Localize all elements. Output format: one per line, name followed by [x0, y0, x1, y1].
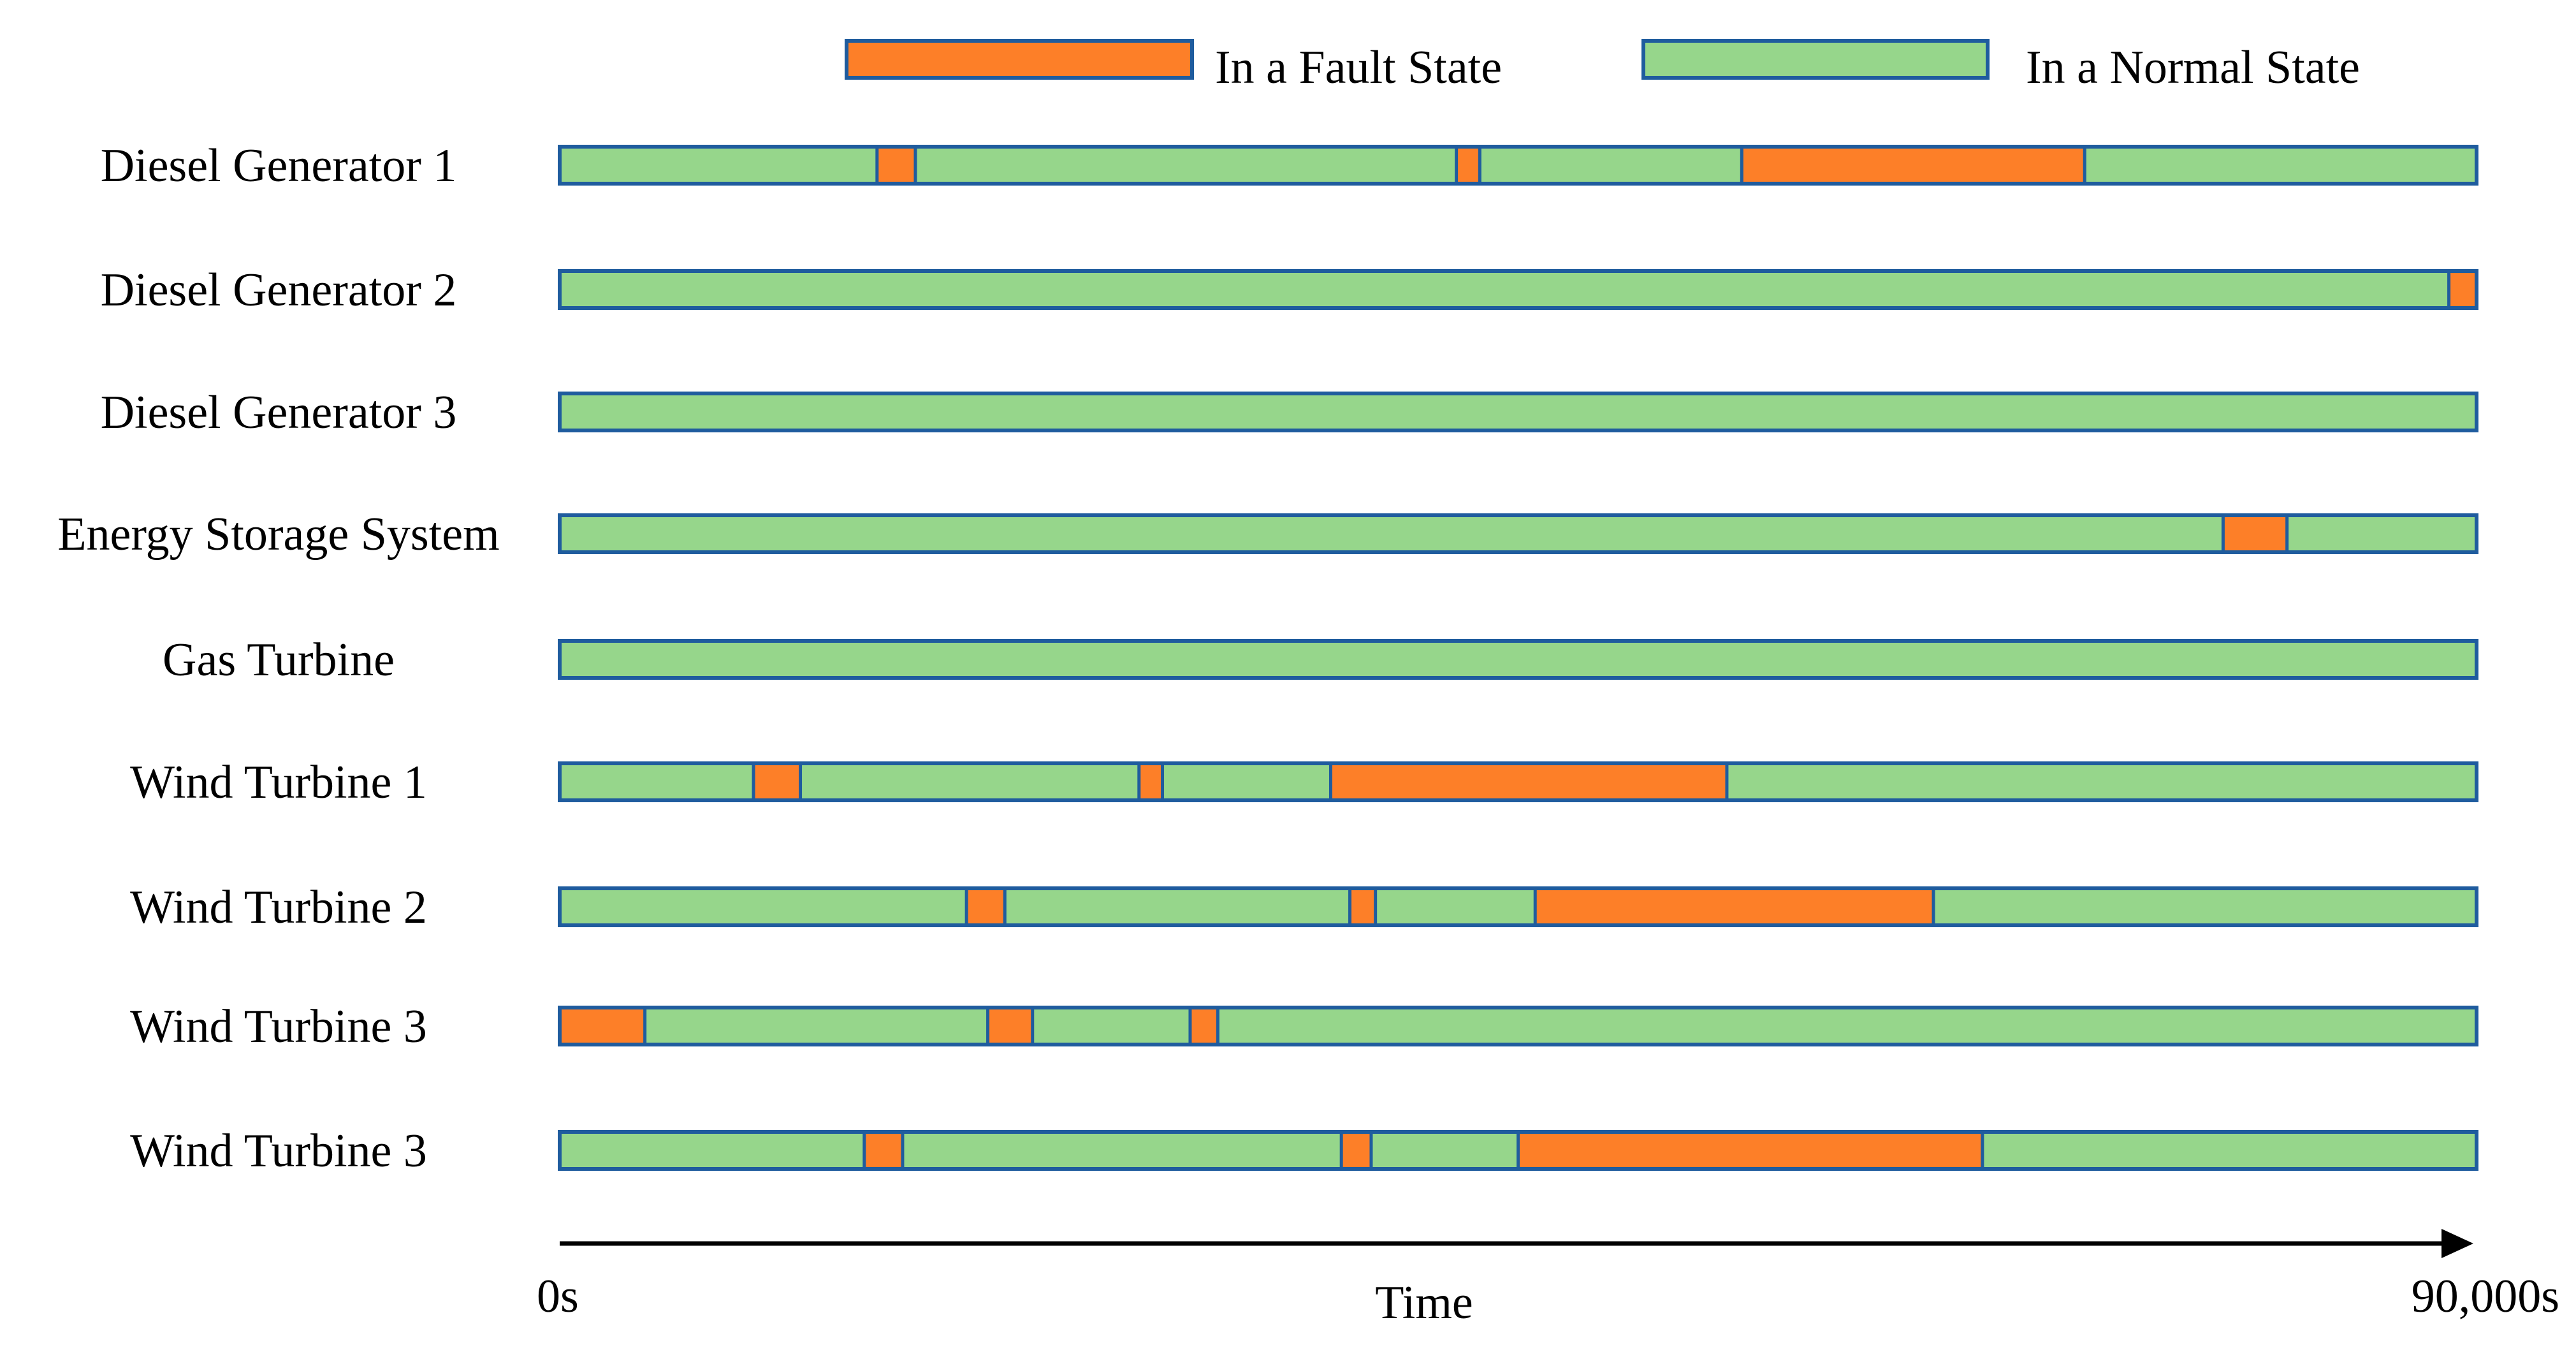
row-label: Wind Turbine 1 [130, 756, 427, 809]
fault-segment [753, 763, 801, 800]
normal-segment [915, 147, 1457, 184]
fault-segment [864, 1132, 903, 1169]
fault-segment [1456, 147, 1480, 184]
timeline-row-wind-turbine-1-6: Wind Turbine 1 [130, 756, 2478, 809]
timeline-row-wind-turbine-3-8: Wind Turbine 3 [130, 1001, 2478, 1053]
normal-segment [1032, 1008, 1190, 1045]
row-bar-outline [558, 392, 2478, 432]
fault-segment [560, 1008, 645, 1045]
fault-segment [1139, 763, 1163, 800]
fault-segment [966, 888, 1005, 925]
normal-segment [1933, 888, 2477, 925]
fault-segment [1330, 763, 1727, 800]
normal-segment [560, 147, 877, 184]
legend-label-normal: In a Normal State [2026, 41, 2360, 94]
normal-segment [1375, 888, 1536, 925]
timeline-row-diesel-generator-3-3: Diesel Generator 3 [101, 386, 2478, 439]
normal-segment [560, 888, 967, 925]
normal-segment [560, 515, 2223, 552]
fault-segment [1518, 1132, 1983, 1169]
row-label: Diesel Generator 3 [101, 386, 457, 439]
normal-segment [560, 393, 2477, 430]
legend: In a Fault State In a Normal State [845, 39, 2360, 94]
normal-segment [1218, 1008, 2477, 1045]
fault-segment [1535, 888, 1934, 925]
axis-end-label: 90,000s [2412, 1270, 2559, 1323]
fault-segment [2223, 515, 2287, 552]
row-label: Wind Turbine 3 [130, 1125, 427, 1177]
row-bar-outline [558, 1130, 2478, 1171]
legend-swatch-normal [1641, 39, 1990, 80]
row-label: Energy Storage System [57, 508, 499, 561]
normal-segment [1480, 147, 1742, 184]
normal-segment [560, 641, 2477, 678]
legend-swatch-fault [845, 39, 1194, 80]
axis-start-label: 0s [537, 1270, 579, 1323]
row-bar-outline [558, 269, 2478, 310]
normal-segment [2085, 147, 2477, 184]
timeline-row-gas-turbine-5: Gas Turbine [163, 634, 2478, 686]
normal-segment [2287, 515, 2477, 552]
row-bar-outline [558, 886, 2478, 927]
normal-segment [1982, 1132, 2477, 1169]
time-axis-arrowhead [2441, 1229, 2473, 1258]
row-bar-outline [558, 1006, 2478, 1046]
normal-segment [560, 763, 754, 800]
fault-segment [1742, 147, 2085, 184]
timeline-row-diesel-generator-1-1: Diesel Generator 1 [101, 140, 2478, 192]
fault-segment [987, 1008, 1033, 1045]
normal-segment [1005, 888, 1350, 925]
legend-label-fault: In a Fault State [1215, 41, 1502, 94]
fault-segment [1350, 888, 1376, 925]
fault-segment [2449, 271, 2477, 308]
normal-segment [902, 1132, 1342, 1169]
row-bar-outline [558, 513, 2478, 554]
timeline-row-wind-turbine-3-9: Wind Turbine 3 [130, 1125, 2478, 1177]
fault-segment [1341, 1132, 1371, 1169]
normal-segment [1162, 763, 1331, 800]
row-bar-outline [558, 639, 2478, 680]
normal-segment [1726, 763, 2477, 800]
normal-segment [560, 271, 2449, 308]
time-axis: 0s Time 90,000s [537, 1229, 2559, 1329]
axis-title: Time [1375, 1277, 1473, 1329]
timeline-rows: Diesel Generator 1 Diesel Generator 2 Dies… [57, 140, 2478, 1177]
row-bar-outline [558, 145, 2478, 186]
timeline-row-wind-turbine-2-7: Wind Turbine 2 [130, 881, 2478, 934]
row-label: Diesel Generator 2 [101, 264, 457, 316]
row-label: Wind Turbine 3 [130, 1001, 427, 1053]
normal-segment [644, 1008, 988, 1045]
fault-segment [1190, 1008, 1218, 1045]
timeline-row-diesel-generator-2-2: Diesel Generator 2 [101, 264, 2478, 316]
fault-segment [877, 147, 915, 184]
normal-segment [1371, 1132, 1518, 1169]
row-label: Gas Turbine [163, 634, 395, 686]
row-bar-outline [558, 761, 2478, 802]
row-label: Diesel Generator 1 [101, 140, 457, 192]
normal-segment [800, 763, 1139, 800]
normal-segment [560, 1132, 864, 1169]
timeline-row-energy-storage-system-4: Energy Storage System [57, 508, 2478, 561]
row-label: Wind Turbine 2 [130, 881, 427, 934]
